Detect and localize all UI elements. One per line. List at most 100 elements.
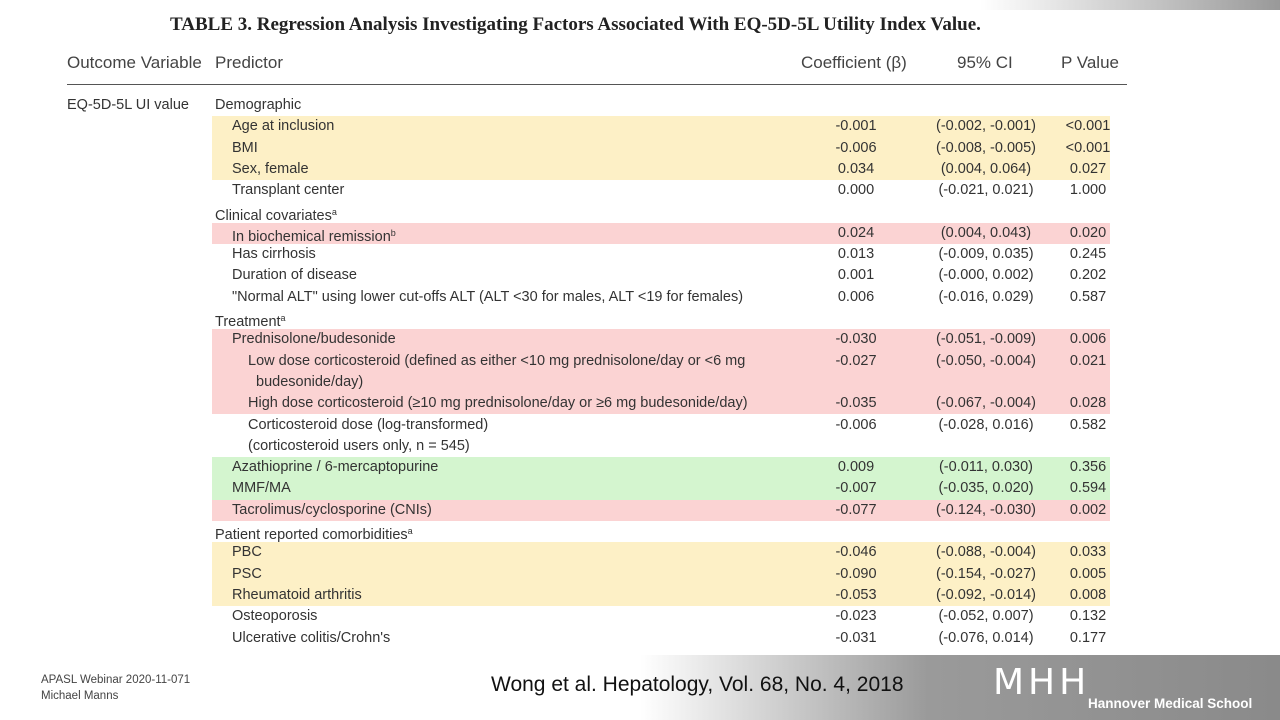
predictor-cell: Rheumatoid arthritis <box>232 585 362 606</box>
footnote-mark: a <box>280 313 286 323</box>
school-name: Hannover Medical School <box>1088 696 1253 711</box>
group-label: Patient reported comorbiditiesa <box>215 521 413 546</box>
predictor-cell: In biochemical remissionb <box>232 223 396 248</box>
ci-cell: (-0.011, 0.030) <box>938 459 1034 476</box>
ci-cell: (-0.154, -0.027) <box>936 565 1036 582</box>
predictor-cell: (corticosteroid users only, n = 545) <box>248 436 470 457</box>
predictor-text: Ulcerative colitis/Crohn's <box>232 629 391 646</box>
p-cell: 1.000 <box>1069 182 1107 199</box>
row-highlight <box>212 222 1110 245</box>
predictor-text: (corticosteroid users only, n = 545) <box>248 437 470 454</box>
row-highlight <box>212 393 1110 415</box>
predictor-text: MMF/MA <box>232 480 291 497</box>
predictor-cell: "Normal ALT" using lower cut-offs ALT (A… <box>232 287 743 308</box>
predictor-text: In biochemical remission <box>232 228 391 245</box>
p-cell: <0.001 <box>1065 118 1111 135</box>
ci-cell: (-0.050, -0.004) <box>936 352 1036 369</box>
coef-cell: -0.077 <box>835 501 877 518</box>
ci-cell: (-0.000, 0.002) <box>938 267 1034 284</box>
header-rule <box>67 84 1127 85</box>
predictor-text: Demographic <box>215 97 302 113</box>
coef-cell: 0.006 <box>837 288 875 305</box>
row-highlight <box>212 329 1110 351</box>
ci-cell: (-0.016, 0.029) <box>938 288 1034 305</box>
bottom-bar <box>640 655 1280 720</box>
p-cell: 0.582 <box>1069 416 1107 433</box>
ci-cell: (-0.092, -0.014) <box>936 586 1036 603</box>
p-cell: 0.028 <box>1069 395 1107 412</box>
predictor-text: Sex, female <box>232 160 309 177</box>
coef-cell: -0.030 <box>835 331 877 348</box>
predictor-cell: budesonide/day) <box>256 372 363 393</box>
header-cell: P Value <box>1061 53 1119 72</box>
predictor-text: Age at inclusion <box>232 118 335 135</box>
ci-cell: (-0.067, -0.004) <box>936 395 1036 412</box>
predictor-cell: Sex, female <box>232 159 309 180</box>
ci-cell: (-0.028, 0.016) <box>938 416 1034 433</box>
ci-cell: (-0.124, -0.030) <box>936 501 1036 518</box>
coef-cell: 0.000 <box>837 182 875 199</box>
predictor-cell: PBC <box>232 542 262 563</box>
predictor-cell: MMF/MA <box>232 478 291 499</box>
ci-cell: (-0.088, -0.004) <box>936 544 1036 561</box>
predictor-text: High dose corticosteroid (≥10 mg prednis… <box>248 395 748 412</box>
predictor-text: "Normal ALT" using lower cut-offs ALT (A… <box>232 288 744 305</box>
p-cell: 0.245 <box>1069 246 1107 263</box>
predictor-cell: Ulcerative colitis/Crohn's <box>232 628 390 649</box>
predictor-cell: Duration of disease <box>232 265 357 286</box>
header-cell: Predictor <box>215 53 284 72</box>
p-cell: 0.587 <box>1069 288 1107 305</box>
coef-cell: -0.090 <box>835 565 877 582</box>
coef-cell: -0.053 <box>835 586 877 603</box>
group-label: Treatmenta <box>215 308 286 333</box>
predictor-text: Corticosteroid dose (log-transformed) <box>248 416 489 433</box>
p-cell: 0.027 <box>1069 160 1107 177</box>
p-cell: 0.006 <box>1069 331 1107 348</box>
ci-cell: (-0.052, 0.007) <box>938 608 1034 625</box>
predictor-cell: Prednisolone/budesonide <box>232 329 396 350</box>
coef-cell: 0.009 <box>837 459 875 476</box>
predictor-text: budesonide/day) <box>256 373 364 390</box>
p-cell: 0.021 <box>1069 352 1107 369</box>
row-highlight <box>212 584 1110 607</box>
coef-cell: -0.035 <box>835 395 877 412</box>
p-cell: 0.202 <box>1069 267 1107 284</box>
predictor-text: Transplant center <box>232 182 345 199</box>
predictor-cell: Tacrolimus/cyclosporine (CNIs) <box>232 500 432 521</box>
predictor-cell: Osteoporosis <box>232 606 317 627</box>
top-bar <box>980 0 1280 10</box>
predictor-cell: Corticosteroid dose (log-transformed) <box>248 415 488 436</box>
row-highlight <box>212 137 1110 159</box>
coef-cell: -0.001 <box>835 118 877 135</box>
group-label: Demographic <box>215 95 301 116</box>
predictor-text: Tacrolimus/cyclosporine (CNIs) <box>232 501 432 518</box>
coef-cell: 0.034 <box>837 160 875 177</box>
predictor-text: Rheumatoid arthritis <box>232 586 362 603</box>
ci-cell: (-0.009, 0.035) <box>938 246 1034 263</box>
predictor-cell: High dose corticosteroid (≥10 mg prednis… <box>248 393 748 414</box>
p-cell: 0.002 <box>1069 501 1107 518</box>
p-cell: 0.356 <box>1069 459 1107 476</box>
row-highlight <box>212 563 1110 585</box>
ci-cell: (-0.076, 0.014) <box>938 629 1034 646</box>
p-cell: 0.008 <box>1069 586 1107 603</box>
predictor-cell: Has cirrhosis <box>232 244 316 265</box>
ci-cell: (-0.008, -0.005) <box>936 139 1036 156</box>
coef-cell: -0.006 <box>835 139 877 156</box>
coef-cell: -0.006 <box>835 416 877 433</box>
p-cell: 0.020 <box>1069 224 1107 241</box>
p-cell: 0.005 <box>1069 565 1107 582</box>
header-cell: 95% CI <box>957 53 1013 72</box>
coef-cell: -0.023 <box>835 608 877 625</box>
ci-cell: (-0.035, 0.020) <box>938 480 1034 497</box>
webinar-label: APASL Webinar 2020-11-071 <box>41 674 191 686</box>
predictor-cell: Azathioprine / 6-mercaptopurine <box>232 457 438 478</box>
coef-cell: -0.046 <box>835 544 877 561</box>
ci-cell: (-0.002, -0.001) <box>936 118 1036 135</box>
ci-cell: (0.004, 0.064) <box>940 160 1032 177</box>
p-cell: 0.033 <box>1069 544 1107 561</box>
group-label: Clinical covariatesa <box>215 202 337 227</box>
coef-cell: 0.024 <box>837 224 875 241</box>
footnote-mark: a <box>331 206 337 217</box>
